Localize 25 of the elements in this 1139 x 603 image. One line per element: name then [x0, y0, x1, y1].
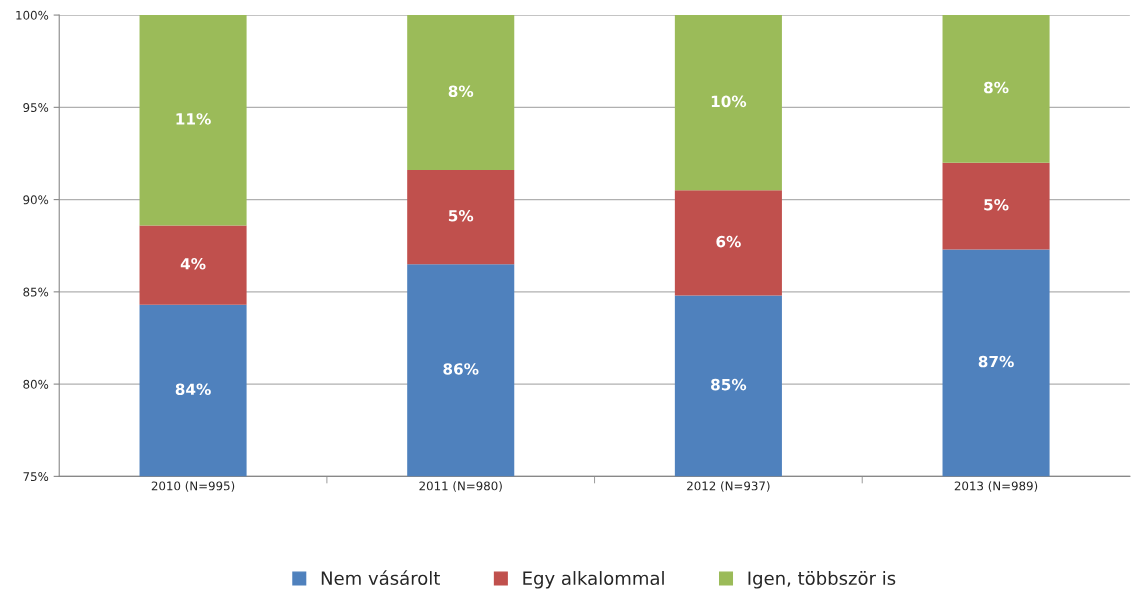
x-tick-label: 2013 (N=989): [954, 481, 1038, 492]
data-label: 5%: [448, 210, 474, 222]
data-label: 4%: [180, 257, 206, 270]
y-tick-label: 95%: [23, 103, 49, 112]
data-label: 11%: [176, 113, 211, 125]
x-tick-label: 2011 (N=980): [419, 481, 502, 492]
data-label: 5%: [984, 198, 1009, 211]
y-tick-label: 75%: [23, 472, 49, 482]
data-label: 86%: [443, 363, 479, 375]
legend-label: Nem vásárolt: [321, 570, 440, 586]
data-label: 85%: [711, 378, 747, 391]
y-tick-label: 80%: [23, 379, 49, 389]
y-tick-label: 100%: [16, 10, 49, 20]
x-tick-label: 2010 (N=995): [151, 481, 235, 492]
data-label: 10%: [711, 95, 747, 108]
x-tick-label: 2012 (N=937): [687, 481, 770, 492]
data-label: 87%: [978, 355, 1014, 368]
data-label: 8%: [448, 85, 474, 98]
y-tick-label: 85%: [23, 287, 49, 297]
y-tick-label: 90%: [23, 195, 49, 205]
data-label: 8%: [984, 81, 1009, 94]
legend-label: Igen, többször is: [748, 571, 896, 589]
legend-label: Egy alkalommal: [523, 571, 664, 589]
data-label: 84%: [175, 383, 211, 395]
data-label: 6%: [716, 235, 741, 248]
